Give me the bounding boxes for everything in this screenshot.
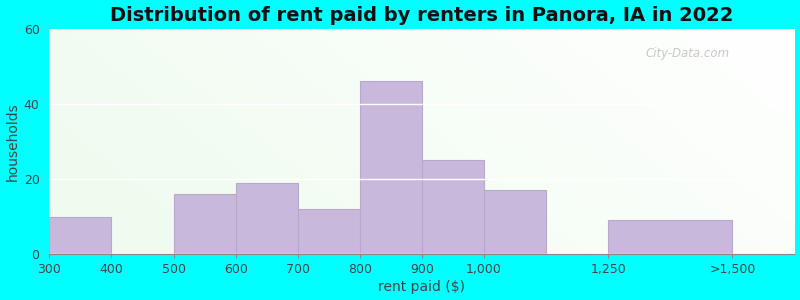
- X-axis label: rent paid ($): rent paid ($): [378, 280, 466, 294]
- Y-axis label: households: households: [6, 102, 19, 181]
- Bar: [360, 82, 422, 254]
- Bar: [236, 183, 298, 254]
- Bar: [50, 217, 111, 254]
- Text: City-Data.com: City-Data.com: [646, 47, 730, 60]
- Bar: [608, 220, 732, 254]
- Title: Distribution of rent paid by renters in Panora, IA in 2022: Distribution of rent paid by renters in …: [110, 6, 734, 25]
- Bar: [422, 160, 484, 254]
- Bar: [174, 194, 236, 254]
- Bar: [298, 209, 360, 254]
- Bar: [484, 190, 546, 254]
